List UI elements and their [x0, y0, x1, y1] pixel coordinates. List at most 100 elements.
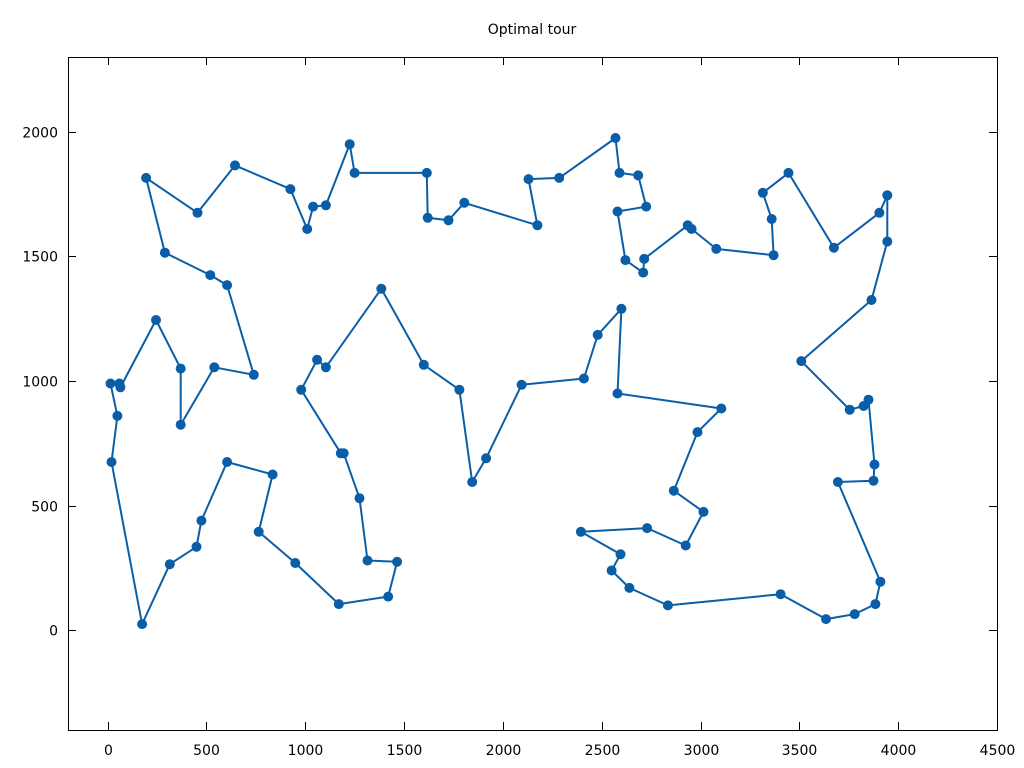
x-tick-label: 1500 [387, 743, 423, 759]
tour-point [196, 515, 207, 526]
tour-point [349, 167, 360, 178]
tour-point [662, 600, 673, 611]
tour-point [641, 201, 652, 212]
tour-point [222, 457, 233, 467]
tour-point [638, 267, 649, 278]
tour-point [253, 526, 264, 537]
tour-point [459, 197, 470, 208]
tour-point [175, 363, 186, 374]
tour-point [209, 362, 220, 373]
x-tick-label: 3500 [782, 743, 818, 759]
tour-point [882, 236, 893, 247]
tour-point [578, 373, 589, 384]
tour-point [267, 469, 278, 480]
x-tick-label: 3000 [684, 743, 720, 759]
chart-title: Optimal tour [488, 22, 577, 38]
tour-point [757, 187, 768, 198]
plot-frame [68, 57, 998, 731]
tour-point [680, 540, 691, 551]
tour-point [868, 475, 879, 486]
y-tick-label: 500 [31, 500, 58, 516]
tour-point [344, 139, 355, 150]
y-tick-label: 0 [49, 624, 58, 640]
tour-point [612, 206, 623, 217]
tour-point [870, 599, 881, 610]
tour-point [302, 224, 313, 234]
tour-point [192, 207, 203, 218]
tour-point [516, 379, 527, 390]
tour-point [716, 403, 727, 414]
tour-points [105, 133, 893, 630]
tour-point [421, 167, 432, 178]
x-tick-label: 2000 [486, 743, 522, 759]
tour-point [610, 133, 621, 143]
tour-point [354, 493, 365, 504]
tour-point [575, 526, 586, 537]
tour-point [141, 172, 152, 183]
tour-point [392, 556, 403, 567]
tour-point [633, 170, 644, 181]
tour-point [711, 243, 722, 254]
tour-point [783, 167, 794, 178]
tour-point [115, 382, 126, 393]
tour-point [443, 215, 454, 226]
tour-point [333, 599, 344, 610]
tour-point [164, 559, 175, 570]
y-tick-label: 1000 [22, 375, 58, 391]
tour-point [606, 565, 617, 576]
tour-point [849, 609, 860, 620]
tour-point [768, 250, 779, 261]
x-tick-label: 500 [193, 743, 220, 759]
tour-point [866, 295, 877, 305]
tour-line [109, 137, 889, 625]
tour-point [863, 394, 874, 405]
tour-point [285, 184, 296, 195]
y-tick-label: 1500 [22, 250, 58, 266]
tour-point [775, 589, 786, 600]
tour-point [159, 247, 170, 258]
tour-point [875, 576, 886, 587]
tour-point [592, 329, 603, 340]
x-tick-label: 1000 [288, 743, 324, 759]
tour-point [832, 477, 843, 487]
tour-point [532, 220, 543, 231]
axis-tick-labels: 0 500 1000 1500 2000 2500 3000 3500 4000 4500 0 500… [22, 126, 1015, 760]
x-tick-label: 4000 [881, 743, 917, 759]
tour-point [686, 224, 697, 234]
tour-point [796, 356, 807, 367]
tour-point [642, 523, 653, 534]
tour-point [844, 404, 855, 415]
tour-point [106, 457, 117, 467]
tour-point [422, 212, 433, 223]
tour-point [362, 555, 373, 566]
tour-point [620, 255, 631, 266]
x-tick-label: 4500 [980, 743, 1016, 759]
tour-point [112, 410, 123, 421]
tour-point [869, 459, 880, 470]
x-tick-label: 2500 [585, 743, 621, 759]
tour-point [614, 167, 625, 178]
tour-point [639, 253, 650, 264]
tour-point [624, 582, 635, 593]
tour-point [205, 270, 216, 281]
tour-point [308, 201, 319, 212]
tour-point [692, 427, 703, 438]
axis-ticks [68, 57, 998, 730]
tour-point [312, 354, 323, 365]
tour-point [105, 378, 116, 389]
tour-point [418, 359, 429, 370]
tour-point [874, 207, 885, 218]
tour-point [230, 160, 240, 171]
tour-point [523, 174, 534, 185]
tour-point [320, 200, 331, 211]
tour-point [296, 384, 307, 395]
tour-point [454, 384, 465, 395]
tour-point [383, 591, 394, 602]
tour-point [828, 242, 839, 253]
tour-point [467, 477, 478, 487]
tour-point [668, 485, 679, 496]
tour-point [191, 541, 202, 552]
tour-point [882, 190, 893, 201]
tour-point [821, 614, 831, 625]
